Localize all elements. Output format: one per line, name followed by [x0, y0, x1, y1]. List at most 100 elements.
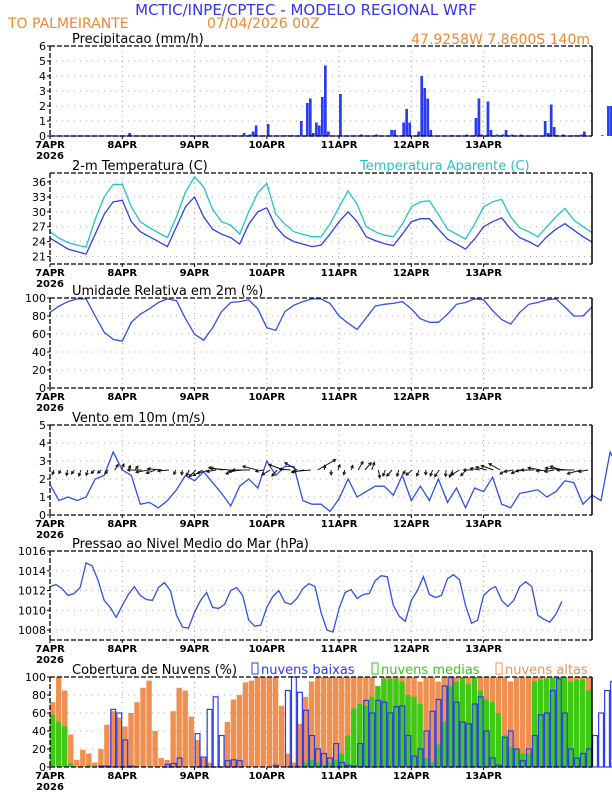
precip-bar — [321, 97, 324, 136]
cloud-bar-mid — [537, 679, 544, 767]
x-tick-label: 7APR — [35, 140, 65, 151]
cloud-bar-high — [429, 677, 435, 767]
wind-vector — [444, 469, 447, 477]
cloud-bar-low — [610, 680, 612, 768]
cloud-bar-low — [459, 721, 466, 768]
y-tick-label: 5 — [39, 419, 46, 432]
precip-bar — [429, 130, 433, 136]
y-tick-label: 1016 — [18, 545, 46, 558]
cloud-bar-low — [598, 712, 605, 768]
wind-vector — [567, 469, 582, 475]
precip-bar — [480, 134, 484, 136]
precip-bar — [474, 118, 478, 136]
cloud-bar-high — [158, 758, 164, 767]
cloud-bar-mid — [513, 749, 520, 767]
cloud-bar-mid — [381, 678, 387, 767]
x-tick-label: 10APR — [248, 268, 285, 279]
humidity-panel: 7APR 8APR 9APR 10APR 11APR 12APR 13APR 2026 0 20 4… — [25, 284, 593, 414]
cloud-bar-high — [194, 740, 200, 767]
cloud-bar-high — [260, 677, 267, 767]
cloud-bar-mid — [321, 764, 327, 767]
precip-bar — [339, 94, 342, 136]
cloud-bar-high — [68, 734, 74, 767]
pressure-panel: 7APR 8APR 9APR 10APR 11APR 12APR 13APR 2026 1008… — [18, 537, 593, 666]
x-tick-label: 7APR — [35, 771, 65, 782]
cloud-bar-high — [327, 677, 333, 767]
cloud-bar-mid — [471, 677, 477, 767]
wind-arrowhead — [535, 468, 540, 473]
panel-title: 2-m Temperatura (C) — [72, 159, 208, 174]
y-tick-label: 40 — [32, 346, 46, 359]
wind-arrowhead — [180, 471, 184, 476]
cloud-bar-high — [321, 677, 327, 767]
cloud-bar-low — [212, 696, 219, 768]
cloud-bar-mid — [399, 681, 405, 767]
wind-arrowhead — [290, 469, 295, 474]
cloud-bar-mid — [327, 762, 333, 767]
cloud-bar-mid — [56, 722, 62, 767]
wind-arrowhead — [503, 469, 508, 474]
y-tick-label: 80 — [32, 689, 46, 702]
y-tick-label: 2 — [39, 473, 46, 486]
cloud-bar-high — [345, 677, 351, 767]
legend-apparent-temperature: Temperatura Aparente (C) — [359, 159, 530, 174]
precip-bar — [299, 121, 303, 136]
cloud-bar-high — [254, 677, 261, 767]
cloud-bar-high — [182, 690, 188, 767]
wind-vector — [146, 469, 156, 474]
precip-bar — [423, 88, 427, 136]
precip-bar — [552, 127, 556, 136]
x-tick-label: 7APR — [35, 392, 65, 403]
wind-vector — [135, 469, 149, 473]
cloud-bar-high — [140, 687, 146, 767]
x-tick-label: 8APR — [107, 771, 137, 782]
cloud-bar-low — [501, 736, 508, 768]
cloud-bar-high — [278, 705, 285, 767]
x-tick-year: 2026 — [36, 403, 64, 414]
cloud-bar-high — [110, 711, 116, 767]
cloud-bar-high — [423, 677, 429, 767]
x-tick-label: 10APR — [248, 644, 285, 655]
cloud-bar-high — [302, 696, 309, 767]
cloud-bar-mid — [417, 704, 423, 767]
cloud-bar-high — [164, 759, 170, 767]
cloud-bar-high — [242, 682, 249, 767]
precip-bar — [607, 106, 610, 136]
cloud-bar-high — [170, 711, 176, 767]
precip-bar — [324, 65, 327, 136]
series-line-pressao — [49, 561, 563, 633]
y-tick-label: 30 — [32, 206, 46, 219]
y-tick-label: 24 — [32, 236, 46, 249]
x-tick-label: 12APR — [393, 392, 430, 403]
precip-bar — [408, 122, 412, 136]
cloud-bar-low — [339, 761, 346, 768]
wind-arrowhead — [284, 462, 288, 466]
panel-title: Pressao ao Nivel Medio do Mar (hPa) — [72, 537, 309, 552]
cloud-bar-mid — [555, 677, 562, 767]
precip-bar — [242, 133, 246, 136]
cloud-bar-mid — [351, 708, 357, 767]
wind-arrowhead — [267, 463, 272, 468]
y-tick-label: 0 — [39, 130, 46, 143]
cloud-bar-high — [525, 677, 532, 767]
x-tick-label: 8APR — [107, 268, 137, 279]
y-tick-label: 1014 — [18, 565, 46, 578]
cloud-bar-mid — [465, 684, 471, 767]
x-tick-year: 2026 — [36, 655, 64, 666]
y-tick-label: 40 — [32, 725, 46, 738]
x-tick-label: 8APR — [107, 392, 137, 403]
cloud-bar-high — [290, 762, 297, 767]
wind-arrowhead — [342, 471, 347, 476]
wind-vector — [271, 469, 278, 477]
wind-vector — [364, 462, 372, 471]
wind-arrowhead — [134, 469, 140, 474]
wind-arrowhead — [58, 470, 62, 475]
x-tick-label: 11APR — [321, 140, 358, 151]
cloud-bar-low — [116, 712, 123, 768]
y-tick-label: 0 — [39, 509, 46, 522]
y-tick-label: 36 — [32, 176, 46, 189]
precip-bar — [546, 133, 550, 136]
wind-arrowhead — [196, 470, 201, 475]
wind-vector — [377, 469, 381, 478]
wind-vector — [255, 469, 264, 472]
